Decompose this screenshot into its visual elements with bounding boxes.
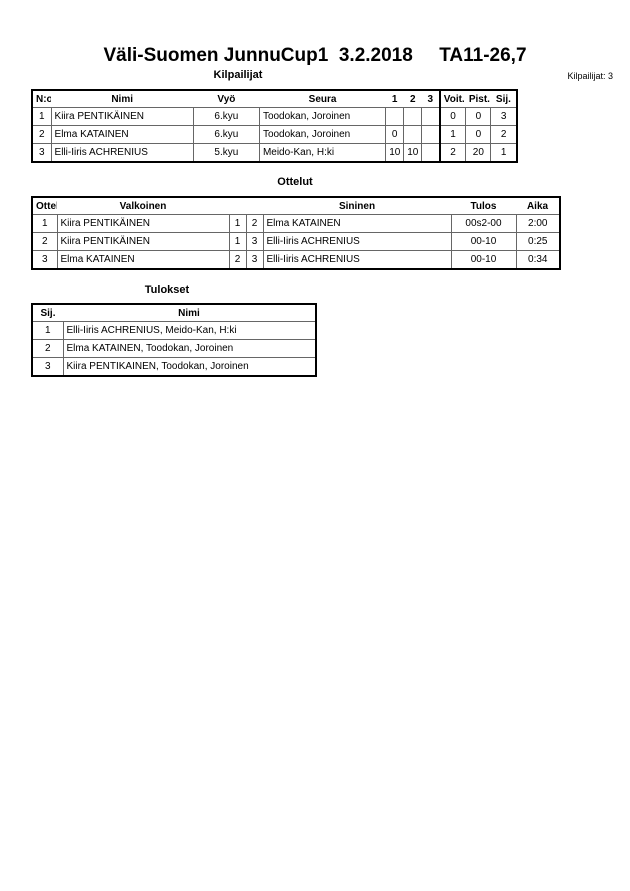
column-header: Vyö	[217, 93, 236, 105]
table-cell: 2	[31, 339, 64, 358]
table-cell: Elli-Iiris ACHRENIUS	[262, 232, 452, 251]
column-header	[229, 197, 246, 215]
table-cell: Elli-Iiris ACHRENIUS	[262, 250, 452, 270]
table-cell: 10	[385, 143, 405, 163]
column-header: Pist.	[468, 93, 490, 105]
competitors-heading: Kilpailijat	[213, 69, 263, 81]
table-cell: Kiira PENTIKÄINEN	[50, 107, 194, 126]
table-row: 2 Kiira PENTIKÄINEN 1 3 Elli-Iiris ACHRENIUS…	[31, 232, 561, 251]
table-row: 1 Kiira PENTIKÄINEN 1 2 Elma KATAINEN 00s2-00…	[31, 214, 561, 233]
table-cell: 6.kyu	[192, 125, 260, 144]
column-header: Nimi	[111, 93, 133, 105]
table-cell: Kiira PENTIKÄINEN	[56, 214, 230, 233]
table-cell	[403, 125, 423, 144]
table-cell: 0:34	[515, 250, 561, 270]
table-cell: 0	[385, 125, 405, 144]
table-cell: 2	[31, 232, 58, 251]
table-row: 1 Kiira PENTIKÄINEN 6.kyu Toodokan, Joroine…	[31, 107, 518, 126]
table-header: Ottelu Valkoinen Sininen Tulos Aika	[32, 197, 560, 215]
results-heading: Tulokset	[144, 284, 190, 296]
column-header: Sij.	[495, 93, 511, 105]
column-header: Sininen	[338, 200, 376, 212]
table-cell: 2	[490, 125, 518, 144]
table-cell: Elma KATAINEN	[56, 250, 230, 270]
table-cell	[421, 143, 441, 163]
column-header: Sij.	[40, 307, 56, 319]
table-cell: 2	[438, 143, 467, 163]
table-cell: 20	[465, 143, 492, 163]
table-row: 3 Kiira PENTIKAINEN, Toodokan, Joroinen	[31, 357, 317, 377]
column-header: Ottelu	[36, 200, 57, 212]
table-cell: 1	[490, 143, 518, 163]
table-cell: 0:25	[515, 232, 561, 251]
table-cell: 0	[465, 107, 492, 126]
table-cell: Elma KATAINEN	[50, 125, 194, 144]
table-cell: Kiira PENTIKÄINEN	[56, 232, 230, 251]
competitor-count: Kilpailijat: 3	[567, 71, 613, 81]
column-header: 3	[427, 93, 434, 105]
table-cell: 3	[31, 143, 52, 163]
column-header: N:o	[36, 93, 52, 105]
table-cell: 1	[31, 107, 52, 126]
table-row: 2 Elma KATAINEN, Toodokan, Joroinen	[31, 339, 317, 358]
table-cell: 1	[228, 214, 247, 233]
table-header: N:o Nimi Vyö Seura 1 2 3 Voit. Pist. Sij.	[32, 90, 517, 108]
table-header: Sij. Nimi	[32, 304, 316, 322]
table-cell: Elli-Iiris ACHRENIUS, Meido-Kan, H:ki	[62, 321, 317, 340]
column-header: Tulos	[470, 200, 497, 212]
table-cell: Elli-Iiris ACHRENIUS	[50, 143, 194, 163]
table-cell: 3	[245, 232, 264, 251]
table-cell: 2:00	[515, 214, 561, 233]
table-cell: 1	[438, 125, 467, 144]
column-header: Aika	[526, 200, 549, 212]
table-cell: 3	[490, 107, 518, 126]
table-cell: 00s2-00	[450, 214, 517, 233]
table-cell: Elma KATAINEN	[262, 214, 452, 233]
results-table: Sij. Nimi 1 Elli-Iiris ACHRENIUS, Meido-Kan…	[31, 303, 317, 377]
table-cell: Toodokan, Joroinen	[258, 125, 387, 144]
column-header	[246, 197, 263, 215]
column-header: 1	[391, 93, 398, 105]
column-header: Voit.	[438, 90, 466, 108]
table-cell: 2	[228, 250, 247, 270]
table-cell	[421, 107, 441, 126]
table-cell	[421, 125, 441, 144]
table-cell	[385, 107, 405, 126]
table-row: 2 Elma KATAINEN 6.kyu Toodokan, Joroinen 0 1 0…	[31, 125, 518, 144]
table-cell: 0	[438, 107, 467, 126]
table-cell	[403, 107, 423, 126]
table-cell: 10	[403, 143, 423, 163]
table-cell: 3	[31, 357, 64, 377]
table-cell: Kiira PENTIKAINEN, Toodokan, Joroinen	[62, 357, 317, 377]
column-header: Seura	[308, 93, 337, 105]
competitors-table: N:o Nimi Vyö Seura 1 2 3 Voit. Pist. Sij. 1 Kiira P…	[31, 89, 518, 163]
column-header: Nimi	[178, 307, 200, 319]
table-row: 3 Elli-Iiris ACHRENIUS 5.kyu Meido-Kan, H:k…	[31, 143, 518, 163]
table-cell: 00-10	[450, 232, 517, 251]
table-row: 3 Elma KATAINEN 2 3 Elli-Iiris ACHRENIUS 00-1…	[31, 250, 561, 270]
table-cell: 00-10	[450, 250, 517, 270]
table-cell: 6.kyu	[192, 107, 260, 126]
table-cell: 1	[228, 232, 247, 251]
table-cell: 1	[31, 321, 64, 340]
column-header: 2	[409, 93, 416, 105]
matches-heading: Ottelut	[277, 176, 313, 188]
table-cell: 2	[245, 214, 264, 233]
table-cell: Elma KATAINEN, Toodokan, Joroinen	[62, 339, 317, 358]
table-cell: 5.kyu	[192, 143, 260, 163]
column-header: Valkoinen	[119, 200, 167, 212]
table-cell: 3	[31, 250, 58, 270]
table-cell: 0	[465, 125, 492, 144]
table-cell: 3	[245, 250, 264, 270]
table-cell: Meido-Kan, H:ki	[258, 143, 387, 163]
table-cell: 2	[31, 125, 52, 144]
table-cell: Toodokan, Joroinen	[258, 107, 387, 126]
page-title: Väli-Suomen JunnuCup1 3.2.2018 TA11-26,7	[103, 45, 527, 66]
table-row: 1 Elli-Iiris ACHRENIUS, Meido-Kan, H:ki	[31, 321, 317, 340]
table-cell: 1	[31, 214, 58, 233]
